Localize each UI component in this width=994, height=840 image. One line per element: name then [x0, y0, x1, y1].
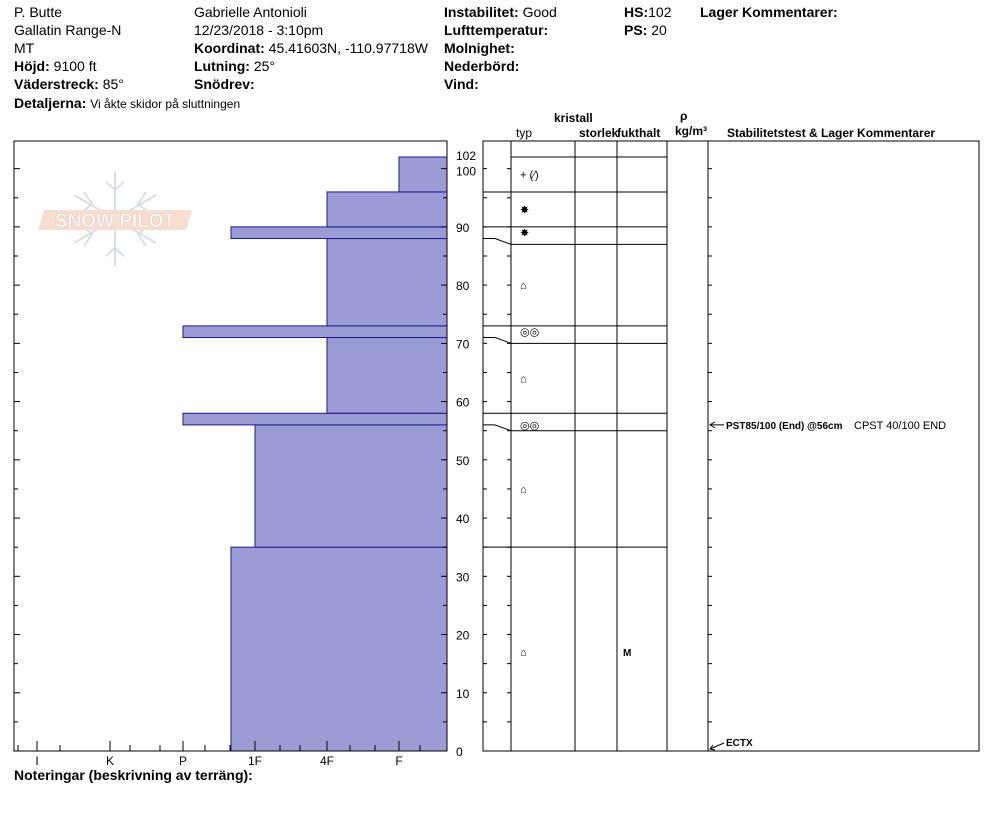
hardness-bar-3 — [326, 337, 448, 414]
x-tick-label-F: F — [395, 754, 402, 768]
crystal-type-0: ⌂ — [520, 647, 527, 659]
layer-comments-label: Lager Kommentarer: — [700, 4, 838, 20]
x-tick-label-1F: 1F — [248, 754, 262, 768]
moisture-0: M — [623, 648, 631, 659]
range: Gallatin Range-N — [14, 22, 122, 38]
y-tick-label-80: 80 — [456, 279, 470, 293]
x-tick-label-P: P — [179, 754, 187, 768]
crystal-type-1: ⌂ — [520, 484, 527, 496]
datetime: 12/23/2018 - 3:10pm — [194, 22, 324, 38]
col-density-unit: kg/m³ — [675, 124, 708, 138]
state: MT — [14, 40, 35, 56]
y-tick-label-102: 102 — [456, 149, 476, 163]
crystal-type-8: + (⁄) — [520, 169, 539, 181]
elevation-value: 9100 ft — [53, 58, 97, 74]
hardness-bar-0 — [230, 546, 448, 752]
y-tick-label-60: 60 — [456, 396, 470, 410]
elevation: Höjd: 9100 ft — [14, 58, 96, 74]
instability-value: Good — [522, 4, 557, 20]
ps-label: PS: — [624, 22, 648, 38]
hs-value: 102 — [648, 4, 672, 20]
aspect-label: Väderstreck: — [14, 76, 99, 92]
boundary-connector-5 — [483, 238, 512, 245]
hardness-bar-7 — [326, 191, 448, 228]
slope-label: Lutning: — [194, 58, 250, 74]
coord-value: 45.41603N, -110.97718W — [268, 40, 428, 56]
observer: P. Butte — [14, 4, 63, 20]
coord-label: Koordinat: — [194, 40, 265, 56]
observer-name: Gabrielle Antonioli — [194, 4, 307, 20]
y-tick-label-40: 40 — [456, 512, 470, 526]
airtemp-label: Lufttemperatur: — [444, 22, 549, 38]
y-tick-label-20: 20 — [456, 629, 470, 643]
hardness-bar-1 — [254, 424, 448, 548]
clouds-label: Molnighet: — [444, 40, 515, 56]
stability-arrow-1 — [709, 742, 725, 750]
wind-label: Vind: — [444, 76, 479, 92]
crystal-type-7: ✸ — [520, 204, 529, 216]
aspect-value: 85° — [102, 76, 124, 92]
snowpilot-logo: SNOW PILOT — [38, 172, 192, 266]
col-moisture: fukthalt — [617, 126, 661, 140]
instability: Instabilitet: Good — [444, 4, 557, 20]
x-tick-label-K: K — [106, 754, 114, 768]
crystal-type-3: ⌂ — [520, 373, 527, 385]
logo-banner — [38, 210, 192, 230]
boundary-connector-1 — [483, 424, 512, 432]
stability-test-0: PST85/100 (End) @56cm — [726, 421, 843, 432]
details-value: Vi åkte skidor på sluttningen — [90, 97, 241, 111]
logo-text: SNOW PILOT — [55, 211, 176, 232]
hardness-bar-4 — [182, 325, 448, 339]
stability-test-1: ECTX — [726, 738, 753, 749]
y-tick-label-10: 10 — [456, 687, 470, 701]
y-tick-label-100: 100 — [456, 165, 476, 179]
slope: Lutning: 25° — [194, 58, 275, 74]
hs: HS:102 — [624, 4, 671, 20]
col-size: storlek — [579, 126, 619, 140]
hardness-bar-8 — [398, 156, 448, 193]
ps-value: 20 — [651, 22, 667, 38]
col-type: typ — [516, 126, 533, 140]
y-tick-label-30: 30 — [456, 570, 470, 584]
crystal-type-2: ◎◎ — [520, 420, 539, 432]
crystal-type-6: ✸ — [520, 228, 529, 240]
details-label: Detaljerna: — [14, 95, 87, 111]
stability-arrowhead-1 — [709, 744, 716, 751]
y-tick-label-0: 0 — [456, 745, 463, 759]
elevation-label: Höjd: — [14, 58, 50, 74]
hardness-bar-5 — [326, 238, 448, 327]
col-stability: Stabilitetstest & Lager Kommentarer — [727, 126, 936, 140]
instability-label: Instabilitet: — [444, 4, 519, 20]
y-tick-label-70: 70 — [456, 337, 470, 351]
coordinates: Koordinat: 45.41603N, -110.97718W — [194, 40, 428, 56]
profile-table-frame — [482, 140, 980, 752]
hs-label: HS: — [624, 4, 649, 20]
ps: PS: 20 — [624, 22, 667, 38]
boundary-connector-3 — [483, 337, 512, 344]
slope-value: 25° — [253, 58, 276, 74]
y-tick-label-90: 90 — [456, 221, 470, 235]
stability-arrowhead-0 — [709, 421, 716, 429]
precip-label: Nederbörd: — [444, 58, 520, 74]
aspect: Väderstreck: 85° — [14, 76, 124, 92]
y-tick-label-50: 50 — [456, 454, 470, 468]
x-tick-label-4F: 4F — [320, 754, 334, 768]
col-crystal: kristall — [554, 111, 593, 125]
crystal-type-5: ⌂ — [520, 280, 527, 292]
notes-label: Noteringar (beskrivning av terräng): — [14, 767, 253, 783]
hardness-bar-2 — [182, 412, 448, 426]
col-rho: ρ — [680, 109, 688, 123]
stability-note-0: CPST 40/100 END — [854, 420, 946, 432]
hardness-bar-6 — [230, 226, 448, 240]
x-tick-label-I: I — [35, 754, 38, 768]
crystal-type-4: ◎◎ — [520, 327, 539, 339]
drift-label: Snödrev: — [194, 76, 255, 92]
details: Detaljerna: Vi åkte skidor på sluttninge… — [14, 95, 240, 112]
